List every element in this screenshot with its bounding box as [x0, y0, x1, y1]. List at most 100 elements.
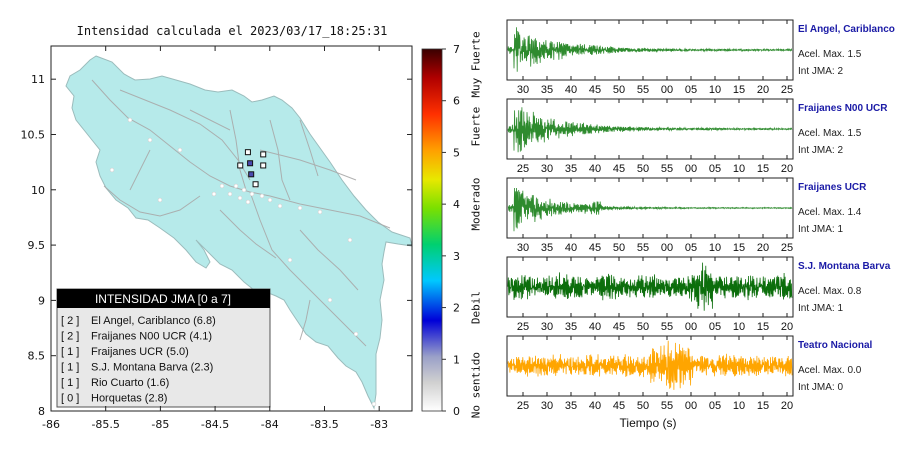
- legend-item: [ 1 ] Rio Cuarto (1.6): [61, 377, 169, 389]
- station-name: El Angel, Cariblanco: [798, 24, 895, 35]
- map-y-tick-label: 10.5: [21, 128, 46, 141]
- legend-item-label: S.J. Montana Barva (2.3): [91, 362, 213, 374]
- station-name: Fraijanes UCR: [798, 182, 867, 193]
- seismogram-tick-label: 15: [757, 400, 769, 412]
- colorbar-tick-label: 0: [453, 405, 460, 418]
- legend-item-level: [ 1 ]: [61, 377, 79, 389]
- waveform-line: [507, 262, 793, 311]
- colorbar-category-label: No sentido: [470, 352, 483, 418]
- seismogram-tick-label: 50: [637, 321, 649, 333]
- seismogram-tick-label: 55: [637, 242, 649, 254]
- seismogram-tick-label: 40: [589, 163, 601, 175]
- station-marker: [260, 151, 267, 158]
- seismogram-tick-label: 10: [709, 84, 721, 96]
- seismogram-tick-label: 55: [661, 163, 673, 175]
- country-shape: [65, 55, 413, 410]
- seismogram-tick-label: 40: [565, 84, 577, 96]
- map-y-tick-label: 8.5: [28, 350, 46, 363]
- map-y-tick-label: 9.5: [28, 239, 46, 252]
- map-x-tick-label: -83: [370, 418, 388, 431]
- station-marker: [252, 181, 259, 188]
- station-intensity: Int JMA: 2: [798, 66, 843, 77]
- waveform-line: [507, 187, 793, 232]
- seismogram-tick-label: 35: [565, 400, 577, 412]
- intensity-legend: INTENSIDAD JMA [0 a 7] [ 2 ] El Angel, Ca…: [56, 288, 271, 408]
- colorbar-category-label: Moderado: [470, 178, 483, 231]
- map-x-tick-label: -84: [261, 418, 279, 431]
- map-plot: INTENSIDAD JMA [0 a 7] [ 2 ] El Angel, Ca…: [50, 45, 413, 412]
- map-x-tick-label: -86: [42, 418, 60, 431]
- seismogram-tick-label: 05: [685, 242, 697, 254]
- seismogram-tick-label: 15: [757, 321, 769, 333]
- seismogram-tick-label: 50: [637, 163, 649, 175]
- station-accel: Acel. Max. 0.0: [798, 365, 862, 376]
- station-accel: Acel. Max. 1.4: [798, 207, 862, 218]
- map-x-tick-label: -84.5: [201, 418, 229, 431]
- seismogram-tick-label: 35: [565, 163, 577, 175]
- legend-box: [56, 288, 271, 408]
- seismogram-tick-label: 20: [781, 400, 793, 412]
- time-axis-label: Tiempo (s): [620, 416, 677, 430]
- station-name: Teatro Nacional: [798, 340, 872, 351]
- seismogram-tick-label: 35: [565, 321, 577, 333]
- map-x-tick-label: -83.5: [310, 418, 338, 431]
- map-frame: [50, 45, 413, 412]
- seismogram-tick-label: 20: [781, 163, 793, 175]
- seismogram-panel: 25 30 35 40 45 50 55 00 05 10 15 20 Teatro Nacional A…: [506, 335, 872, 412]
- seismogram-tick-label: 00: [685, 400, 697, 412]
- colorbar-tick-label: 6: [453, 95, 460, 108]
- legend-item-level: [ 0 ]: [61, 393, 79, 405]
- seismogram-tick-label: 35: [541, 84, 553, 96]
- colorbar-tick-label: 1: [453, 353, 460, 366]
- seismogram-tick-label: 05: [709, 400, 721, 412]
- station-intensity: Int JMA: 0: [798, 382, 843, 393]
- seismogram-panel: 30 35 40 45 50 55 00 05 10 15 20 25 Fraijanes UCR Ace…: [506, 177, 867, 254]
- colorbar: 0 1 2 3 4 5 6 7 No sentido Debil Moderado Fuerte Mu…: [421, 31, 483, 418]
- seismogram-tick-label: 50: [613, 84, 625, 96]
- seismogram-panel: 25 30 35 40 45 50 55 00 05 10 15 20 Fraijanes N00 UC…: [506, 98, 888, 175]
- seismogram-tick-label: 30: [541, 163, 553, 175]
- seismogram-tick-label: 30: [541, 400, 553, 412]
- seismogram-tick-label: 25: [517, 163, 529, 175]
- seismogram-tick-label: 15: [733, 84, 745, 96]
- station-marker: [260, 162, 267, 169]
- map-x-tick-label: -85: [151, 418, 169, 431]
- seismogram-tick-label: 25: [517, 321, 529, 333]
- seismogram-tick-label: 10: [733, 163, 745, 175]
- station-marker: [244, 149, 251, 156]
- station-marker: [248, 171, 255, 178]
- colorbar-category-label: Muy Fuerte: [470, 31, 483, 97]
- seismogram-tick-label: 40: [589, 321, 601, 333]
- station-accel: Acel. Max. 1.5: [798, 128, 862, 139]
- colorbar-category-label: Fuerte: [470, 107, 483, 147]
- seismogram-tick-label: 55: [661, 400, 673, 412]
- seismogram-tick-label: 55: [637, 84, 649, 96]
- colorbar-tick-label: 7: [453, 43, 460, 56]
- legend-item: [ 2 ] Fraijanes N00 UCR (4.1): [61, 331, 212, 343]
- colorbar-gradient: [421, 48, 443, 412]
- station-marker: [247, 160, 254, 167]
- seismogram-tick-label: 00: [661, 242, 673, 254]
- map-y-tick-label: 10: [31, 184, 45, 197]
- town-dots: [109, 117, 377, 407]
- seismogram-tick-label: 35: [541, 242, 553, 254]
- map-title: Intensidad calculada el 2023/03/17_18:25…: [77, 24, 388, 38]
- station-intensity: Int JMA: 1: [798, 303, 843, 314]
- station-intensity: Int JMA: 2: [798, 145, 843, 156]
- seismogram-tick-label: 25: [781, 84, 793, 96]
- seismogram-tick-label: 50: [637, 400, 649, 412]
- legend-item-level: [ 1 ]: [61, 346, 79, 358]
- seismogram-tick-label: 10: [733, 321, 745, 333]
- seismogram-tick-label: 30: [517, 84, 529, 96]
- seismogram-tick-label: 15: [733, 242, 745, 254]
- legend-item-level: [ 1 ]: [61, 362, 79, 374]
- station-intensity: Int JMA: 1: [798, 224, 843, 235]
- legend-item-label: Fraijanes UCR (5.0): [91, 346, 189, 358]
- seismogram-tick-label: 15: [757, 163, 769, 175]
- seismogram-tick-label: 30: [541, 321, 553, 333]
- seismogram-tick-label: 45: [613, 400, 625, 412]
- seismogram-tick-label: 00: [685, 321, 697, 333]
- map-x-tick-label: -85.5: [91, 418, 119, 431]
- seismogram-tick-label: 00: [685, 163, 697, 175]
- legend-item: [ 1 ] S.J. Montana Barva (2.3): [61, 362, 213, 374]
